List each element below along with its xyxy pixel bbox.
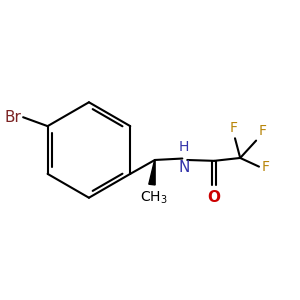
Text: F: F xyxy=(262,160,270,174)
Text: F: F xyxy=(230,122,238,135)
Text: CH$_3$: CH$_3$ xyxy=(140,190,167,206)
Text: Br: Br xyxy=(5,110,22,125)
Text: F: F xyxy=(258,124,266,138)
Text: H: H xyxy=(178,140,189,154)
Polygon shape xyxy=(149,160,155,185)
Text: N: N xyxy=(178,160,190,175)
Text: O: O xyxy=(208,190,221,205)
